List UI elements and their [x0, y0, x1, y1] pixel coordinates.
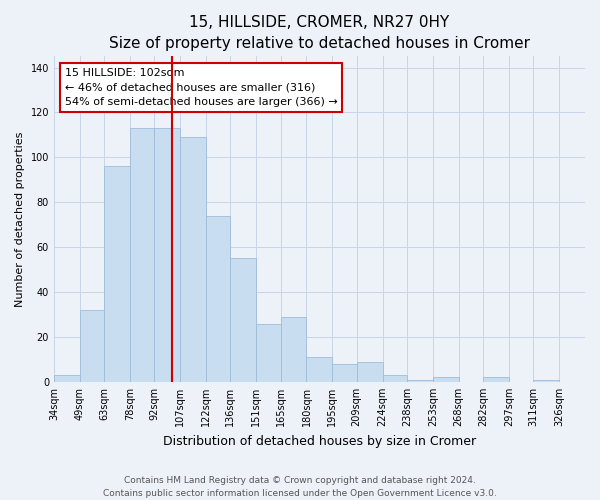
Y-axis label: Number of detached properties: Number of detached properties	[15, 132, 25, 307]
Bar	[356, 362, 383, 382]
Bar	[180, 137, 206, 382]
Bar	[206, 216, 230, 382]
Bar	[483, 378, 509, 382]
Bar	[533, 380, 559, 382]
Bar	[154, 128, 180, 382]
Bar	[54, 375, 80, 382]
Bar	[230, 258, 256, 382]
Bar	[104, 166, 130, 382]
Bar	[256, 324, 281, 382]
X-axis label: Distribution of detached houses by size in Cromer: Distribution of detached houses by size …	[163, 434, 476, 448]
Text: Contains HM Land Registry data © Crown copyright and database right 2024.
Contai: Contains HM Land Registry data © Crown c…	[103, 476, 497, 498]
Bar	[407, 380, 433, 382]
Bar	[433, 378, 459, 382]
Bar	[307, 357, 332, 382]
Bar	[281, 317, 307, 382]
Bar	[130, 128, 154, 382]
Bar	[80, 310, 104, 382]
Bar	[332, 364, 356, 382]
Title: 15, HILLSIDE, CROMER, NR27 0HY
Size of property relative to detached houses in C: 15, HILLSIDE, CROMER, NR27 0HY Size of p…	[109, 15, 530, 51]
Bar	[383, 375, 407, 382]
Text: 15 HILLSIDE: 102sqm
← 46% of detached houses are smaller (316)
54% of semi-detac: 15 HILLSIDE: 102sqm ← 46% of detached ho…	[65, 68, 337, 108]
